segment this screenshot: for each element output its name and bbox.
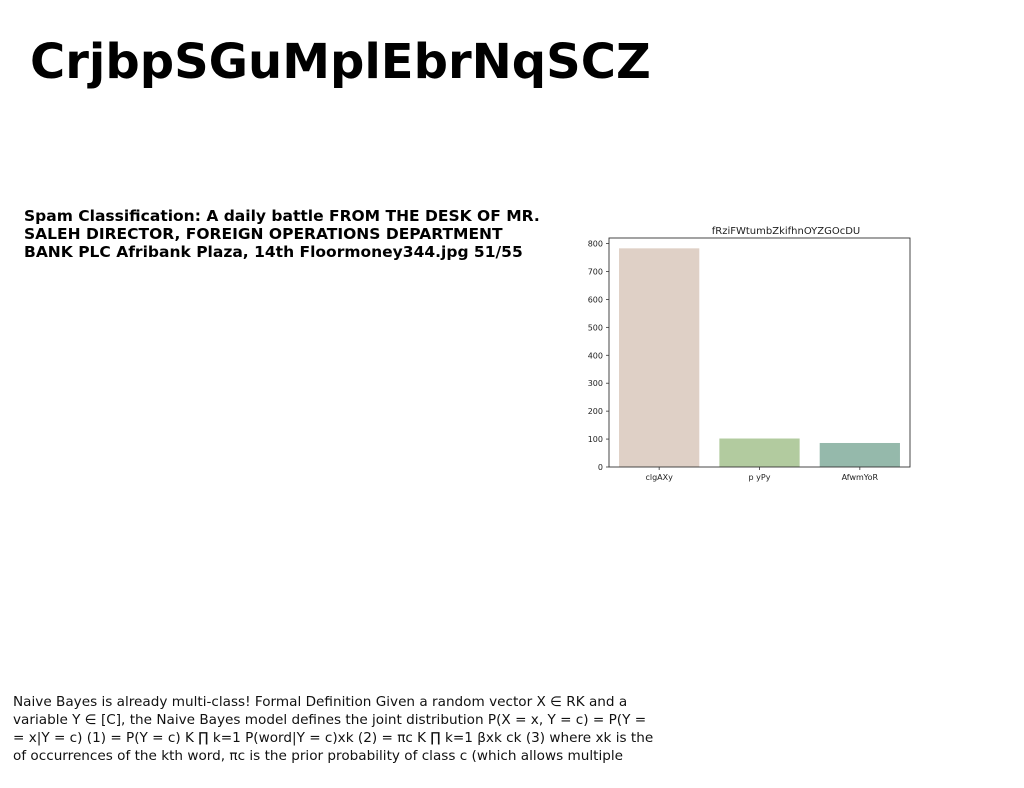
text-line: of occurrences of the kth word, πc is th… bbox=[13, 748, 624, 764]
spam-classification-text: Spam Classification: A daily battle FROM… bbox=[24, 207, 564, 261]
bar-1 bbox=[719, 438, 800, 467]
bars-group bbox=[619, 248, 900, 467]
x-tick-label: clgAXy bbox=[645, 473, 673, 482]
x-axis: clgAXy p yPy AfwmYoR bbox=[645, 467, 879, 482]
bar-chart: fRziFWtumbZkifhnOYZGOcDU 0 100 200 300 400 50… bbox=[572, 220, 922, 492]
text-line: Spam Classification: A daily battle FROM… bbox=[24, 207, 540, 225]
y-tick-label: 300 bbox=[588, 379, 603, 388]
text-line: = x|Y = c) (1) = P(Y = c) K ∏ k=1 P(word… bbox=[13, 730, 654, 746]
y-tick-label: 600 bbox=[588, 295, 603, 304]
x-tick-label: p yPy bbox=[749, 473, 771, 482]
text-line: SALEH DIRECTOR, FOREIGN OPERATIONS DEPAR… bbox=[24, 225, 503, 243]
y-axis: 0 100 200 300 400 500 600 700 800 bbox=[588, 240, 609, 472]
text-line: Naive Bayes is already multi-class! Form… bbox=[13, 694, 628, 710]
naive-bayes-text: Naive Bayes is already multi-class! Form… bbox=[13, 693, 673, 765]
y-tick-label: 500 bbox=[588, 323, 603, 332]
y-tick-label: 0 bbox=[598, 463, 603, 472]
y-tick-label: 400 bbox=[588, 351, 603, 360]
y-tick-label: 700 bbox=[588, 268, 603, 277]
bar-chart-svg: fRziFWtumbZkifhnOYZGOcDU 0 100 200 300 400 50… bbox=[588, 226, 911, 482]
y-tick-label: 800 bbox=[588, 240, 603, 249]
y-tick-label: 200 bbox=[588, 407, 603, 416]
bar-0 bbox=[619, 248, 700, 467]
plot-frame bbox=[608, 237, 911, 468]
bar-2 bbox=[819, 442, 900, 467]
text-line: BANK PLC Afribank Plaza, 14th Floormoney… bbox=[24, 243, 523, 261]
x-tick-label: AfwmYoR bbox=[842, 473, 879, 482]
text-line: variable Y ∈ [C], the Naive Bayes model … bbox=[13, 712, 647, 728]
slide-title: CrjbpSGuMplEbrNqSCZ bbox=[30, 34, 651, 90]
chart-title: fRziFWtumbZkifhnOYZGOcDU bbox=[712, 226, 861, 237]
y-tick-label: 100 bbox=[588, 435, 603, 444]
